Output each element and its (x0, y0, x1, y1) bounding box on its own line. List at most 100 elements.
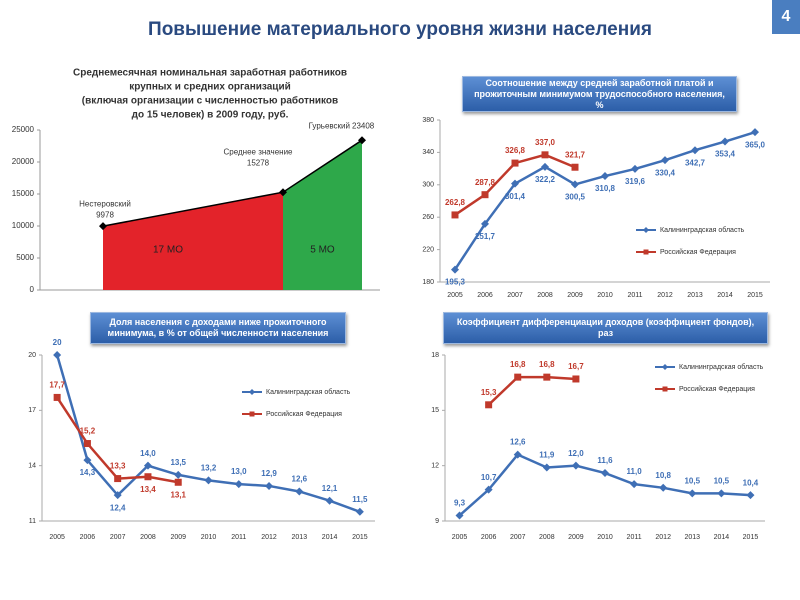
chart-title: до 15 человек) в 2009 году, руб. (132, 109, 289, 121)
point (572, 375, 580, 383)
legend-marker (643, 249, 649, 255)
legend-label: Российская Федерация (679, 385, 755, 393)
x-tick-label: 2005 (452, 534, 468, 541)
value-label: 17,7 (49, 381, 65, 390)
value-label: 12,9 (261, 469, 277, 478)
x-tick-label: 2015 (747, 292, 763, 299)
y-tick-label: 260 (422, 214, 434, 221)
value-label: 300,5 (565, 193, 586, 202)
x-tick-label: 2011 (627, 292, 642, 299)
value-label: 20 (53, 338, 62, 347)
value-label: 321,7 (565, 150, 586, 159)
x-tick-label: 2014 (717, 292, 733, 299)
x-tick-label: 2010 (597, 292, 613, 299)
x-tick-label: 2007 (510, 534, 526, 541)
x-tick-label: 2011 (231, 534, 246, 541)
point (513, 450, 522, 459)
value-label: 195,3 (445, 278, 466, 287)
point (688, 489, 697, 498)
legend-label: Калининградская область (679, 363, 764, 371)
point (571, 461, 580, 470)
value-label: 11,9 (539, 451, 555, 460)
point (53, 351, 62, 359)
chart-title: Доля населения с доходами ниже прожиточн… (90, 312, 346, 344)
point (511, 159, 519, 167)
legend-label: Российская Федерация (660, 248, 736, 256)
x-tick-label: 2008 (537, 292, 553, 299)
legend-label: Калининградская область (660, 226, 745, 234)
y-tick-label: 15000 (12, 189, 35, 198)
region-area (103, 192, 283, 290)
point (661, 156, 669, 165)
y-tick-label: 300 (422, 182, 434, 189)
point (571, 163, 579, 171)
value-label: 10,5 (684, 476, 700, 485)
point (542, 463, 551, 472)
x-tick-label: 2009 (170, 534, 186, 541)
chart-title: (включая организации с численностью рабо… (82, 95, 338, 107)
value-label: 310,8 (595, 184, 616, 193)
point (83, 456, 92, 465)
y-tick-label: 20000 (12, 157, 35, 166)
x-tick-label: 2009 (567, 292, 583, 299)
point (451, 211, 459, 219)
point (114, 475, 122, 483)
value-label: 16,7 (568, 362, 584, 371)
point (174, 478, 182, 486)
page-number: 4 (782, 8, 791, 25)
chart-title: Среднемесячная номинальная заработная ра… (73, 67, 347, 79)
point (143, 461, 152, 470)
value-label: 319,6 (625, 177, 646, 186)
value-label: 9978 (96, 210, 114, 219)
value-label: 301,4 (505, 192, 526, 201)
point-name: Нестеровский (79, 199, 131, 208)
x-tick-label: 2013 (292, 534, 308, 541)
x-tick-label: 2014 (322, 534, 338, 541)
y-tick-label: 0 (30, 285, 35, 294)
value-label: 330,4 (655, 168, 676, 177)
value-label: 10,4 (743, 478, 759, 487)
point (514, 373, 522, 381)
chart-title: Соотношение между средней заработной пла… (462, 76, 737, 112)
value-label: 13,4 (140, 485, 156, 494)
value-label: 11,0 (627, 467, 643, 476)
value-label: 342,7 (685, 158, 706, 167)
value-label: 13,0 (231, 467, 247, 476)
line (487, 375, 576, 406)
y-tick-label: 10000 (12, 221, 35, 230)
chart-title: Коэффициент дифференциации доходов (коэф… (443, 312, 768, 344)
x-tick-label: 2006 (481, 534, 497, 541)
point (746, 491, 755, 500)
point (601, 469, 609, 478)
value-label: 16,8 (539, 360, 555, 369)
value-label: 10,5 (714, 476, 730, 485)
point (99, 222, 107, 231)
point (541, 162, 549, 171)
x-tick-label: 2014 (714, 534, 730, 541)
x-tick-label: 2012 (657, 292, 673, 299)
slide-title: Повышение материального уровня жизни нас… (148, 19, 652, 40)
y-tick-label: 340 (422, 149, 434, 156)
value-label: 11,6 (597, 456, 613, 465)
x-tick-label: 2005 (49, 534, 65, 541)
x-tick-label: 2011 (627, 534, 642, 541)
point (484, 485, 493, 494)
value-label: 13,2 (201, 464, 217, 473)
x-tick-label: 2015 (743, 534, 759, 541)
x-tick-label: 2010 (201, 534, 217, 541)
point (630, 480, 639, 489)
point-name: Гурьевский (309, 121, 350, 130)
x-tick-label: 2012 (655, 534, 671, 541)
point (511, 179, 519, 188)
x-tick-label: 2013 (684, 534, 700, 541)
x-tick-label: 2007 (507, 292, 523, 299)
y-tick-label: 15 (431, 407, 439, 414)
point (717, 489, 726, 498)
point (144, 473, 152, 481)
point (204, 476, 213, 485)
point (659, 483, 668, 492)
point (83, 440, 91, 448)
point (751, 128, 759, 137)
value-label: 262,8 (445, 198, 466, 207)
